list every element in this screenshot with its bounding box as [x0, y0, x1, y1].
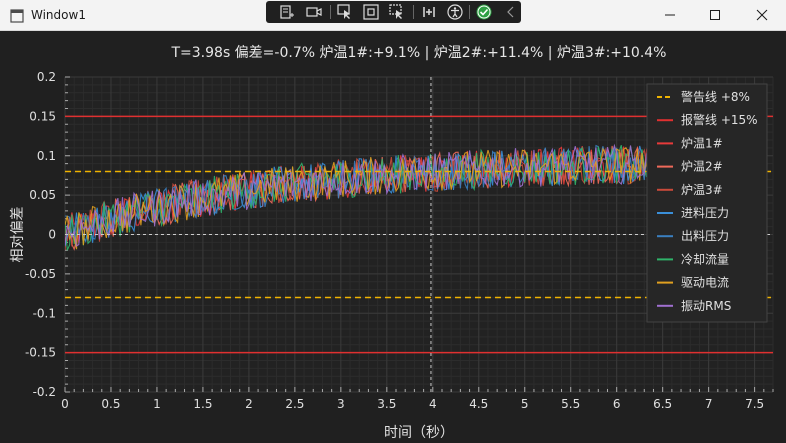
- toolbar-separator: [330, 5, 331, 19]
- y-tick-label: 0.15: [29, 109, 56, 123]
- y-axis-label: 相对偏差: [10, 207, 26, 263]
- legend-label: 炉温2#: [681, 160, 723, 174]
- x-tick-label: 7: [705, 397, 713, 411]
- y-tick-label: 0.2: [37, 70, 56, 84]
- x-tick-label: 1.5: [193, 397, 212, 411]
- collapse-chevron-icon[interactable]: [502, 3, 520, 21]
- close-button[interactable]: [740, 0, 784, 30]
- legend-label: 警告线 +8%: [681, 89, 750, 104]
- x-tick-label: 2.5: [285, 397, 304, 411]
- select-element-icon[interactable]: [336, 3, 354, 21]
- binding-check-icon[interactable]: [475, 3, 493, 21]
- x-tick-label: 3: [337, 397, 345, 411]
- legend-label: 炉温1#: [681, 136, 723, 150]
- y-tick-label: -0.2: [33, 385, 56, 399]
- chart-title: T=3.98s 偏差=-0.7% 炉温1#:+9.1% | 炉温2#:+11.4…: [170, 45, 666, 61]
- x-tick-label: 0.5: [101, 397, 120, 411]
- x-tick-label: 7.5: [745, 397, 764, 411]
- y-tick-label: -0.05: [25, 267, 56, 281]
- toolbar-separator: [413, 5, 414, 19]
- legend-label: 炉温3#: [681, 183, 723, 197]
- y-tick-label: 0: [48, 228, 56, 242]
- y-tick-label: -0.15: [25, 346, 56, 360]
- legend-label: 出料压力: [681, 229, 729, 243]
- x-axis-label: 时间（秒）: [384, 425, 454, 441]
- series-group: [65, 143, 682, 251]
- live-visual-tree-icon[interactable]: [278, 3, 296, 21]
- y-tick-label: 0.05: [29, 188, 56, 202]
- close-icon: [756, 9, 768, 21]
- app-icon: [10, 9, 24, 23]
- minimize-icon: [665, 14, 675, 16]
- x-tick-label: 6: [613, 397, 621, 411]
- toolbar-separator: [469, 5, 470, 19]
- title-bar[interactable]: Window1: [0, 0, 786, 31]
- track-focused-element-icon[interactable]: [388, 3, 406, 21]
- camera-icon[interactable]: [305, 3, 323, 21]
- display-layout-adorners-icon[interactable]: [362, 3, 380, 21]
- x-tick-label: 5: [521, 397, 529, 411]
- x-tick-label: 1: [153, 397, 161, 411]
- axis-ticks: [64, 76, 774, 393]
- hot-reload-icon[interactable]: [420, 3, 438, 21]
- y-tick-label: -0.1: [33, 306, 56, 320]
- x-tick-label: 4: [429, 397, 437, 411]
- series-line-6: [65, 145, 682, 250]
- x-tick-label: 4.5: [469, 397, 488, 411]
- debug-toolbar: [266, 1, 521, 23]
- legend-label: 振动RMS: [681, 299, 731, 313]
- chart-container[interactable]: 0 0.5 1 1.5 2 2.5 3 3.5 4 4.5 5 5.5 6 6.5 7 7.5 0.2 0.15 0…: [0, 31, 786, 443]
- legend-label: 驱动电流: [681, 276, 729, 290]
- line-chart[interactable]: 0 0.5 1 1.5 2 2.5 3 3.5 4 4.5 5 5.5 6 6.5 7 7.5 0.2 0.15 0…: [0, 31, 786, 443]
- x-tick-label: 3.5: [377, 397, 396, 411]
- x-tick-label: 0: [61, 397, 69, 411]
- legend-label: 进料压力: [681, 206, 729, 220]
- x-tick-label: 6.5: [653, 397, 672, 411]
- legend: 警告线 +8% 报警线 +15% 炉温1# 炉温2# 炉温3# 进料压力出料压力冷却流量驱…: [646, 83, 768, 323]
- window-title: Window1: [31, 8, 86, 22]
- x-tick-label: 2: [245, 397, 253, 411]
- minimize-button[interactable]: [648, 0, 692, 30]
- accessibility-icon[interactable]: [446, 3, 464, 21]
- legend-label: 冷却流量: [681, 252, 729, 266]
- maximize-icon: [710, 10, 720, 20]
- legend-label: 报警线 +15%: [681, 112, 758, 127]
- maximize-button[interactable]: [693, 0, 737, 30]
- series-line-7: [65, 143, 682, 247]
- y-tick-label: 0.1: [37, 149, 56, 163]
- x-tick-label: 5.5: [561, 397, 580, 411]
